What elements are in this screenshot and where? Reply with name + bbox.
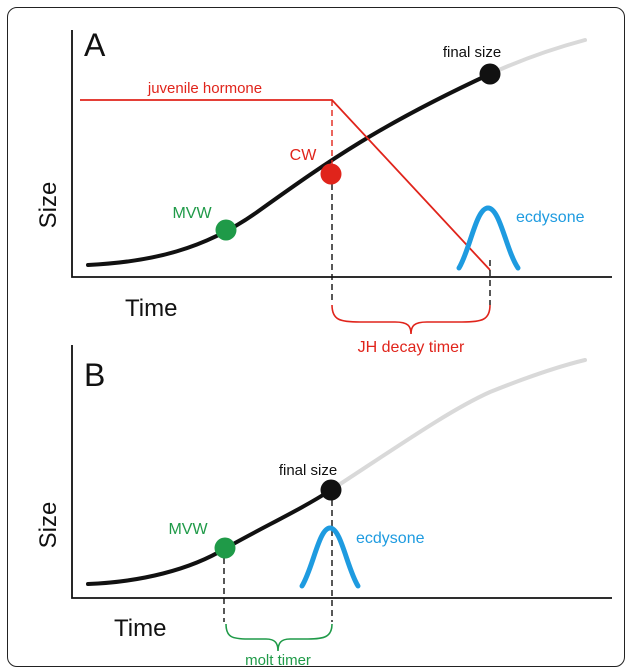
panel-a-jh-decay-timer-label: JH decay timer xyxy=(358,339,465,356)
panel-b-growth-curve xyxy=(86,488,333,586)
panel-a-mvw-label: MVW xyxy=(172,205,212,222)
panel-a-juvenile-hormone-label: juvenile hormone xyxy=(147,80,262,97)
panel-b-y-axis-label: Size xyxy=(35,502,62,549)
panel-a-cw-marker xyxy=(320,163,342,185)
panel-b-ecdysone-peak xyxy=(299,525,361,589)
panel-b-molt-timer-brace xyxy=(225,623,333,652)
panel-b-letter: B xyxy=(84,357,105,393)
panel-a-juvenile-hormone-line xyxy=(80,99,491,271)
panel-a-mvw-marker xyxy=(215,219,237,241)
panel-b-final-size-marker xyxy=(320,479,342,501)
panel-b-ecdysone-label: ecdysone xyxy=(356,530,425,547)
panel-a-projected-growth-curve xyxy=(488,38,587,76)
panel-a-x-axis-label: Time xyxy=(125,295,177,322)
panel-a-jh-decay-timer-brace xyxy=(331,304,491,335)
panel-a-y-axis-label: Size xyxy=(35,182,62,229)
panel-a: A Size Time juvenile hormone ecdysone MV… xyxy=(35,27,612,356)
panel-a-final-size-label: final size xyxy=(443,44,501,61)
panel-a-cw-label: CW xyxy=(290,147,318,164)
panel-b-mvw-marker xyxy=(214,537,236,559)
panel-b-molt-timer-label: molt timer xyxy=(245,652,311,669)
panel-b-x-axis-label: Time xyxy=(114,615,166,642)
panel-a-axes xyxy=(71,30,612,278)
panel-a-ecdysone-peak xyxy=(456,205,521,271)
panel-b: B Size Time ecdysone MVW final size molt… xyxy=(35,345,612,669)
panel-a-letter: A xyxy=(84,27,106,63)
panel-b-axes xyxy=(71,345,612,599)
panel-a-growth-curve xyxy=(86,72,492,267)
panel-b-mvw-label: MVW xyxy=(168,521,208,538)
panel-a-ecdysone-label: ecdysone xyxy=(516,209,585,226)
figure-border xyxy=(7,7,625,667)
panel-b-final-size-label: final size xyxy=(279,462,337,479)
panel-a-final-size-marker xyxy=(479,63,501,85)
panel-b-projected-growth-curve xyxy=(329,358,587,492)
